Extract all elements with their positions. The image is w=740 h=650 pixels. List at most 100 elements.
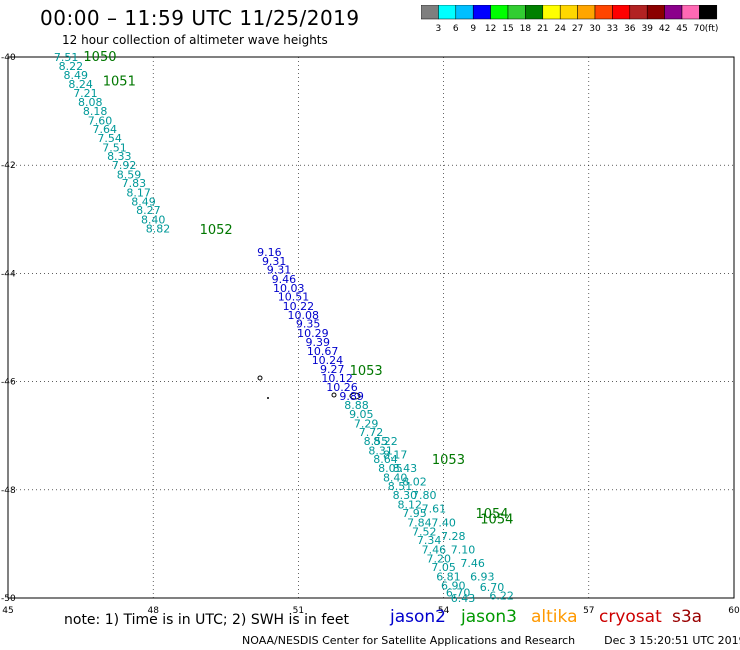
wave-height-label: 9.16 — [257, 246, 282, 259]
wave-height-label: 8.08 — [78, 96, 103, 109]
credit-line: NOAA/NESDIS Center for Satellite Applica… — [242, 634, 740, 647]
island-outline — [349, 392, 361, 400]
lat-tick-label: -48 — [1, 486, 16, 496]
lon-tick-label: 51 — [293, 606, 304, 616]
wave-height-label: 9.31 — [262, 255, 287, 268]
wave-height-label: 9.27 — [320, 363, 345, 376]
wave-height-label: 8.22 — [373, 435, 398, 448]
lon-tick-label: 57 — [583, 606, 594, 616]
wave-height-label: 8.49 — [64, 69, 89, 82]
colorbar-label: 27 — [572, 24, 583, 34]
wave-height-label: 7.46 — [422, 543, 447, 556]
legend-cryosat: cryosat — [599, 607, 662, 627]
colorbar-label: 3 — [436, 24, 442, 34]
wave-height-label: 7.21 — [73, 87, 98, 100]
wave-height-label: 8.40 — [141, 213, 166, 226]
colorbar-label: 30 — [589, 24, 601, 34]
wave-height-label: 10.22 — [283, 300, 315, 313]
wave-height-label: 10.51 — [278, 291, 310, 304]
wave-height-label: 8.33 — [107, 150, 132, 163]
wave-height-label: 6.81 — [436, 570, 461, 583]
wave-height-label: 10.08 — [287, 309, 319, 322]
wave-height-label: 7.72 — [359, 426, 384, 439]
wave-height-label: 7.84 — [407, 516, 432, 529]
wave-height-label: 7.83 — [122, 177, 147, 190]
colorbar-swatch — [699, 5, 718, 20]
wave-height-label: 7.61 — [422, 503, 447, 516]
wave-height-label: 10.67 — [307, 345, 339, 358]
island-outlines — [257, 375, 361, 400]
wave-height-label: 7.52 — [412, 525, 437, 538]
pass-number-label: 1054 — [475, 507, 508, 522]
lat-tick-label: -42 — [1, 161, 16, 171]
colorbar-label: 12 — [485, 24, 496, 34]
wave-height-label: 8.43 — [393, 462, 418, 475]
lat-tick-label: -40 — [1, 53, 16, 63]
wave-height-label: 7.60 — [88, 114, 113, 127]
wave-height-label: 8.12 — [397, 498, 422, 511]
colorbar-label: 36 — [624, 24, 636, 34]
colorbar-label: 6 — [453, 24, 459, 34]
wave-height-label: 7.40 — [431, 516, 456, 529]
timestamp: Dec 3 15:20:51 UTC 2019 — [604, 634, 740, 647]
colorbar-label: 18 — [520, 24, 532, 34]
colorbar-label: 70 — [694, 24, 706, 34]
wave-height-label: 7.05 — [431, 561, 456, 574]
wave-height-label: 6.43 — [451, 592, 476, 605]
wave-height-label: 7.64 — [93, 123, 118, 136]
wave-height-label: 7.51 — [54, 51, 79, 64]
color-scale-legend: 3 6 9 12 15 18 21 24 27 30 33 36 39 42 45 70 (ft) — [421, 5, 718, 34]
lat-tick-label: -50 — [1, 594, 16, 604]
pass-number-label: 1050 — [83, 50, 116, 65]
pass-number-label: 1052 — [200, 223, 233, 238]
island-outline — [267, 397, 269, 399]
pass-number-label: 1053 — [350, 364, 383, 379]
grid-lines — [7, 56, 735, 599]
colorbar-label: 39 — [641, 24, 653, 34]
lat-tick-label: -46 — [1, 378, 16, 388]
legend-jason3: jason3 — [461, 607, 517, 627]
wave-height-label: 8.05 — [378, 462, 403, 475]
wave-height-label: 8.40 — [383, 471, 408, 484]
wave-height-label: 8.88 — [344, 399, 369, 412]
wave-height-label: 9.39 — [306, 336, 331, 349]
pass-number-label: 1053 — [432, 453, 465, 468]
plot-frame — [7, 56, 735, 599]
lon-tick-label: 48 — [147, 606, 159, 616]
wave-height-label: 6.70 — [480, 581, 505, 594]
lon-tick-label: 54 — [438, 606, 450, 616]
wave-height-label: 9.05 — [349, 408, 374, 421]
wave-height-label: 10.03 — [273, 282, 305, 295]
colorbar-label: 24 — [554, 24, 566, 34]
page-subtitle: 12 hour collection of altimeter wave hei… — [62, 33, 328, 47]
wave-height-label: 7.51 — [102, 141, 127, 154]
wave-height-label: 7.54 — [97, 132, 122, 145]
wave-height-label: 8.31 — [368, 444, 393, 457]
wave-height-label: 7.28 — [441, 530, 466, 543]
wave-height-label: 8.51 — [388, 480, 413, 493]
wave-height-label: 6.93 — [470, 570, 495, 583]
wave-height-label: 7.34 — [417, 534, 442, 547]
footer-note: note: 1) Time is in UTC; 2) SWH is in fe… — [64, 612, 350, 628]
wave-height-label: 7.10 — [451, 543, 476, 556]
wave-height-label: 7.46 — [460, 557, 485, 570]
island-outline — [331, 392, 337, 398]
wave-height-label: 7.92 — [112, 159, 137, 172]
colorbar-label: 33 — [607, 24, 618, 34]
wave-height-label: 8.24 — [68, 78, 93, 91]
wave-height-label: 10.26 — [326, 381, 358, 394]
wave-height-label: 9.46 — [272, 273, 297, 286]
colorbar-label: 45 — [676, 24, 687, 34]
wave-height-label: 8.17 — [126, 186, 151, 199]
page-title: 00:00 – 11:59 UTC 11/25/2019 — [40, 6, 360, 30]
wave-height-label: 8.02 — [402, 476, 427, 489]
lon-tick-label: 45 — [2, 606, 13, 616]
colorbar-label: 42 — [659, 24, 670, 34]
wave-height-label: 6.90 — [441, 580, 466, 593]
colorbar-label: 21 — [537, 24, 548, 34]
wave-height-label: 8.27 — [136, 204, 161, 217]
wave-height-label: 8.17 — [383, 449, 408, 462]
wave-height-label: 9.35 — [296, 318, 321, 331]
